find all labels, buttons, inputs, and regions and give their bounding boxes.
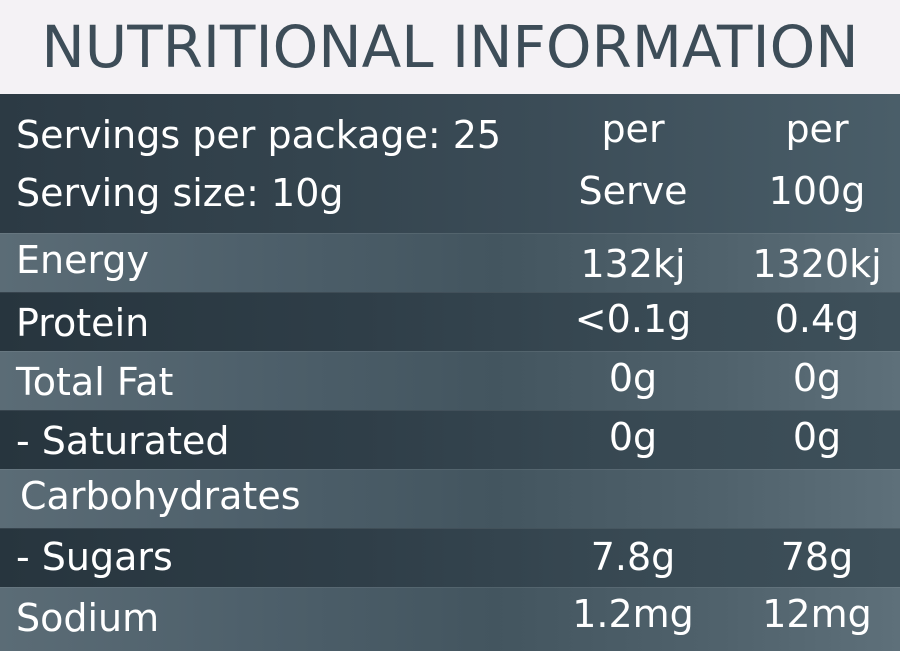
per-100g-value: 0g <box>792 356 842 400</box>
table-row: - Saturated 0g 0g <box>0 410 900 469</box>
per-100g-value: 0g <box>792 415 842 459</box>
table-row: - Sugars 7.8g 78g <box>0 528 900 587</box>
nutrient-name: Sodium <box>16 596 160 640</box>
col-header-per-100g-line2: 100g <box>768 169 866 213</box>
per-serve-value: <0.1g <box>574 297 692 341</box>
per-serve-value: 0g <box>608 356 658 400</box>
title-bar: NUTRITIONAL INFORMATION <box>0 0 900 94</box>
table-row: Energy 132kj 1320kj <box>0 233 900 292</box>
nutrient-name: Total Fat <box>16 360 174 404</box>
per-100g-value: 1320kj <box>752 242 882 286</box>
per-100g-value: 78g <box>780 535 854 579</box>
per-serve-value: 132kj <box>580 242 686 286</box>
nutrient-name: Carbohydrates <box>20 474 301 518</box>
page-title: NUTRITIONAL INFORMATION <box>41 13 859 81</box>
table-row: Total Fat 0g 0g <box>0 351 900 410</box>
nutrition-table: Servings per package: 25 Serving size: 1… <box>0 94 900 651</box>
col-header-per-serve-line2: Serve <box>578 169 688 213</box>
per-100g-value: 12mg <box>762 592 872 636</box>
per-serve-value: 7.8g <box>590 535 676 579</box>
col-header-per-serve-line1: per <box>601 107 665 151</box>
nutrient-name: Energy <box>16 238 150 282</box>
servings-per-package: Servings per package: 25 <box>16 113 502 157</box>
nutrient-name: - Saturated <box>16 419 230 463</box>
col-header-per-100g-line1: per <box>785 107 849 151</box>
serving-size: Serving size: 10g <box>16 171 344 215</box>
table-row: Protein <0.1g 0.4g <box>0 292 900 351</box>
nutrient-name: Protein <box>16 301 150 345</box>
table-row: Carbohydrates <box>0 469 900 528</box>
per-serve-value: 0g <box>608 415 658 459</box>
nutrient-name: - Sugars <box>16 535 173 579</box>
per-100g-value: 0.4g <box>774 297 860 341</box>
per-serve-value: 1.2mg <box>572 592 694 636</box>
table-header: Servings per package: 25 Serving size: 1… <box>0 94 900 233</box>
table-row: Sodium 1.2mg 12mg <box>0 587 900 651</box>
